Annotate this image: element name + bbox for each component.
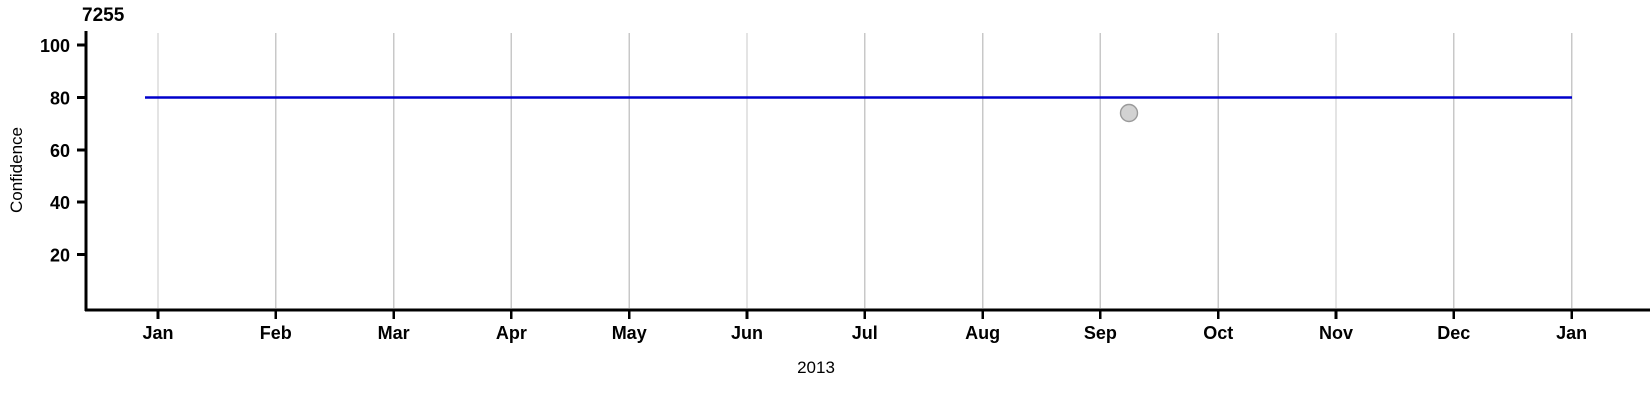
y-tick-label-80: 80 (50, 89, 70, 109)
x-tick-label-jul: Jul (852, 323, 878, 343)
x-axis-ticks (156, 310, 1573, 319)
x-tick-label-oct: Oct (1203, 323, 1233, 343)
chart-title: 7255 (82, 5, 125, 26)
x-tick-label-may: May (612, 323, 647, 343)
x-tick-label-dec: Dec (1437, 323, 1470, 343)
x-tick-label-nov: Nov (1319, 323, 1353, 343)
x-axis-title: 2013 (797, 358, 835, 377)
x-tick-label-jan-next: Jan (1556, 323, 1587, 343)
x-tick-label-jan: Jan (142, 323, 173, 343)
y-tick-label-100: 100 (40, 36, 70, 56)
x-tick-label-mar: Mar (378, 323, 410, 343)
y-axis-tick-labels: 100 80 60 40 20 (40, 36, 70, 266)
y-axis-title: Confidence (7, 127, 26, 213)
y-tick-label-40: 40 (50, 193, 70, 213)
y-tick-label-20: 20 (50, 246, 70, 266)
x-tick-label-jun: Jun (731, 323, 763, 343)
x-tick-label-apr: Apr (496, 323, 527, 343)
x-axis-tick-labels: Jan Feb Mar Apr May Jun Jul Aug Sep Oct … (142, 323, 1587, 343)
gridlines-vertical (157, 33, 1573, 308)
y-axis-ticks (77, 43, 86, 256)
y-tick-label-60: 60 (50, 141, 70, 161)
x-tick-label-feb: Feb (260, 323, 292, 343)
x-tick-label-sep: Sep (1084, 323, 1117, 343)
data-point-marker[interactable] (1119, 103, 1139, 123)
x-tick-label-aug: Aug (965, 323, 1000, 343)
